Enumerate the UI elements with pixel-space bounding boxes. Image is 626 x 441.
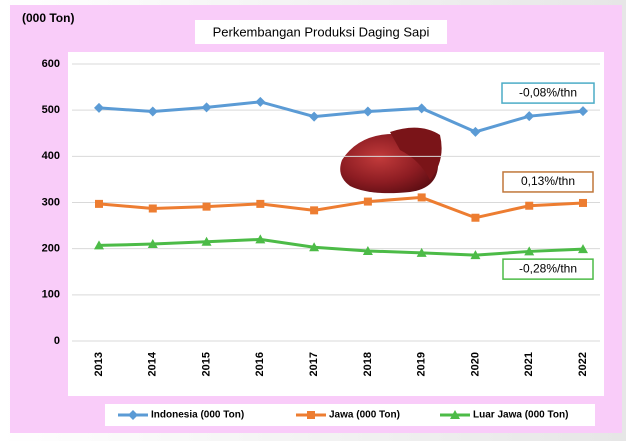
chart-title: Perkembangan Produksi Daging Sapi (213, 24, 430, 39)
y-tick-label: 200 (42, 243, 60, 255)
annotation-text: 0,13%/thn (521, 174, 575, 188)
point (579, 199, 587, 207)
x-tick-label: 2020 (469, 352, 481, 376)
point (310, 206, 318, 214)
point (364, 198, 372, 206)
point (203, 203, 211, 211)
legend-label: Indonesia (000 Ton) (151, 410, 244, 421)
x-tick-label: 2013 (93, 352, 105, 376)
y-tick-label: 300 (42, 196, 60, 208)
y-tick-label: 100 (42, 289, 60, 301)
annotation-text: -0,28%/thn (519, 261, 577, 275)
point (256, 200, 264, 208)
y-tick-label: 500 (42, 104, 60, 116)
chart: Perkembangan Produksi Daging Sapi (000 T… (0, 0, 626, 441)
point (471, 214, 479, 222)
y-tick-label: 0 (54, 335, 60, 347)
point (418, 193, 426, 201)
x-tick-label: 2021 (523, 352, 535, 376)
legend-label: Luar Jawa (000 Ton) (473, 410, 568, 421)
page: Perkembangan Produksi Daging Sapi (000 T… (0, 0, 626, 441)
legend-label: Jawa (000 Ton) (329, 410, 400, 421)
legend-marker (307, 411, 315, 419)
x-tick-label: 2018 (362, 352, 374, 376)
x-tick-label: 2017 (308, 352, 320, 376)
point (525, 202, 533, 210)
y-tick-label: 600 (42, 58, 60, 70)
x-tick-label: 2016 (254, 352, 266, 376)
legend-item: Jawa (000 Ton) (296, 410, 400, 421)
y-tick-label: 400 (42, 150, 60, 162)
y-axis-label: (000 Ton) (22, 11, 74, 25)
point (95, 200, 103, 208)
x-tick-label: 2015 (200, 352, 212, 376)
x-tick-label: 2019 (416, 352, 428, 376)
annotation-text: -0,08%/thn (519, 85, 577, 99)
x-tick-label: 2014 (147, 351, 159, 376)
x-tick-label: 2022 (577, 352, 589, 376)
point (149, 205, 157, 213)
